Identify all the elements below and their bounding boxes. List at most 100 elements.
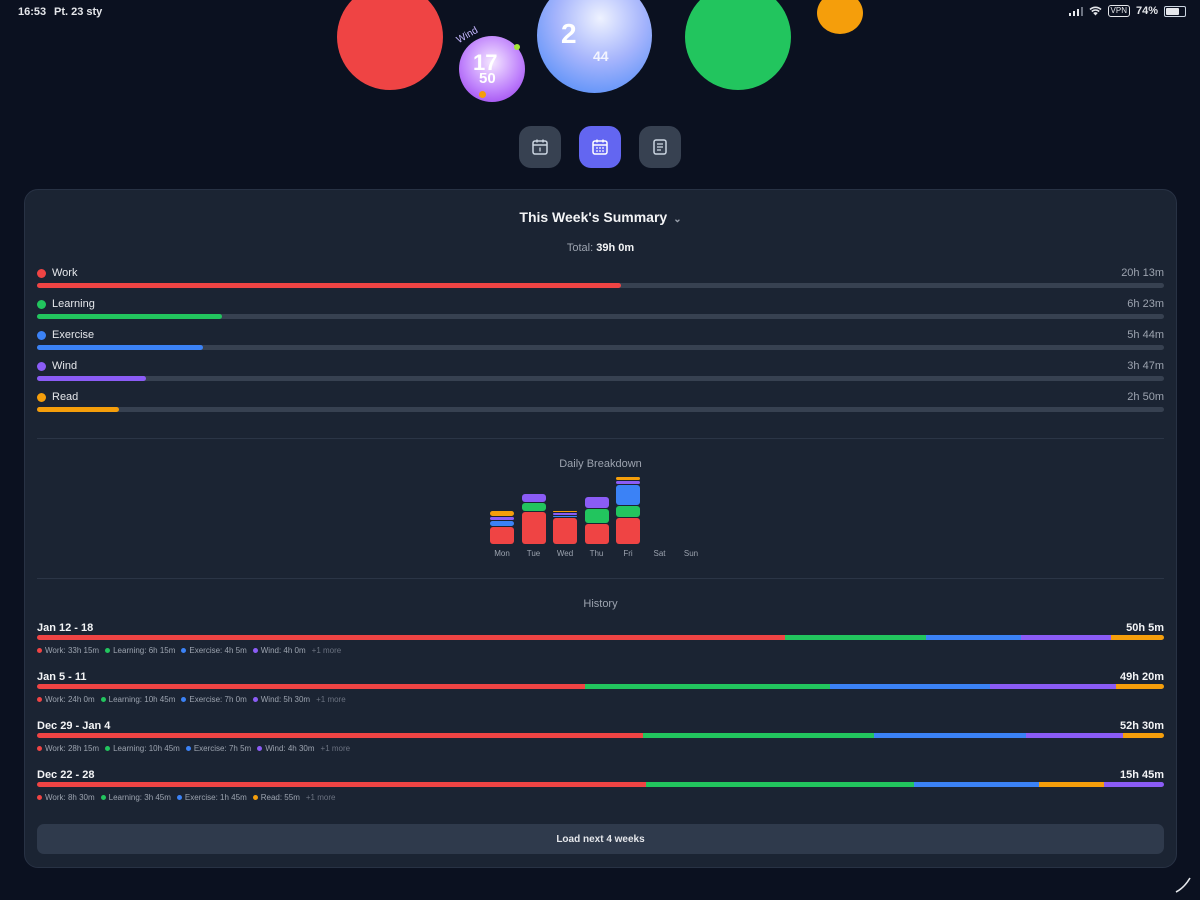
daily-bar-segment <box>490 527 514 544</box>
legend-dot <box>252 648 258 653</box>
category-duration: 3h 47m <box>1127 360 1164 372</box>
history-bar-segment <box>643 733 875 738</box>
daily-day-label: Mon <box>494 549 510 558</box>
history-bar-segment <box>37 733 644 738</box>
history-legend-text: Exercise: 7h 0m <box>189 695 247 704</box>
category-dot <box>37 393 46 402</box>
history-legend-text: Exercise: 4h 5m <box>189 646 247 655</box>
history-legend-text: Wind: 5h 30m <box>260 695 311 704</box>
history-more-link[interactable]: +1 more <box>305 793 336 802</box>
chevron-down-icon: ⌄ <box>673 214 682 225</box>
history-bar-segment <box>1111 635 1164 640</box>
history-week-range: Dec 29 - Jan 4 <box>37 720 111 732</box>
history-legend-text: Learning: 10h 45m <box>108 695 176 704</box>
daily-bar-segment <box>553 510 577 513</box>
category-row: Wind 3h 47m <box>37 360 1164 388</box>
status-bar: 16:53 Pt. 23 sty VPN 74% <box>0 0 1200 24</box>
history-legend-item: Learning: 10h 45m <box>100 695 176 704</box>
history-legend-text: Wind: 4h 0m <box>260 646 306 655</box>
summary-title: This Week's Summary <box>519 209 668 225</box>
history-bar-segment <box>37 782 646 787</box>
category-progress-fill <box>37 314 222 319</box>
day-calendar-icon <box>532 139 548 155</box>
history-bar-segment <box>1123 733 1164 738</box>
learning-bubble[interactable] <box>685 0 791 90</box>
week-calendar-icon <box>592 139 608 155</box>
status-date: Pt. 23 sty <box>54 6 103 18</box>
summary-total: Total: 39h 0m <box>25 242 1176 254</box>
category-progress-fill <box>37 407 120 412</box>
category-name: Read <box>52 391 79 403</box>
history-week-row[interactable]: Jan 5 - 11 49h 20m Work: 24h 0m Learning: 1… <box>37 671 1164 711</box>
daily-bar-segment <box>616 518 640 544</box>
notes-icon <box>653 139 667 155</box>
history-week-row[interactable]: Jan 12 - 18 50h 5m Work: 33h 15m Learning: … <box>37 622 1164 662</box>
work-bubble[interactable] <box>337 0 443 90</box>
daily-day-label: Sun <box>683 549 699 558</box>
history-legend: Work: 33h 15m Learning: 6h 15m Exercise: 4… <box>37 646 341 655</box>
daily-bar-segment <box>584 524 609 544</box>
daily-bar-segment <box>490 510 514 516</box>
day-view-button[interactable] <box>519 126 561 168</box>
notes-view-button[interactable] <box>639 126 681 168</box>
category-progress-track <box>37 283 1164 288</box>
history-legend-item: Wind: 4h 0m <box>252 646 306 655</box>
history-legend-item: Wind: 4h 30m <box>257 744 315 753</box>
history-week-total: 52h 30m <box>1119 720 1164 732</box>
category-progress-fill <box>37 345 203 350</box>
daily-bar-segment <box>553 513 577 515</box>
history-legend-text: Exercise: 7h 5m <box>193 744 252 753</box>
bubble-green-dot <box>514 44 520 50</box>
category-duration: 5h 44m <box>1127 329 1164 341</box>
divider <box>37 438 1164 439</box>
daily-day-label: Thu <box>589 549 604 558</box>
history-bar-segment <box>874 733 1027 738</box>
history-bar-segment <box>990 684 1116 689</box>
summary-period-selector[interactable]: This Week's Summary ⌄ <box>25 209 1176 225</box>
read-bubble[interactable] <box>817 0 863 34</box>
battery-percent: 74% <box>1135 5 1158 17</box>
category-name: Learning <box>52 298 95 310</box>
daily-day-label: Wed <box>556 549 574 558</box>
history-bar-segment <box>785 635 927 640</box>
legend-dot <box>181 648 187 653</box>
history-week-range: Jan 12 - 18 <box>37 622 94 634</box>
category-name: Wind <box>52 360 78 372</box>
week-view-button[interactable] <box>579 126 621 168</box>
daily-bar-segment <box>553 515 577 517</box>
history-legend: Work: 28h 15m Learning: 10h 45m Exercise: … <box>37 744 350 753</box>
history-bar-segment <box>37 684 585 689</box>
legend-dot <box>105 648 111 653</box>
daily-breakdown-title: Daily Breakdown <box>559 458 642 470</box>
history-bar-segment <box>926 635 1021 640</box>
history-legend-item: Work: 33h 15m <box>37 646 99 655</box>
daily-bar-segment <box>616 476 640 480</box>
daily-bar-segment <box>490 516 514 520</box>
history-week-row[interactable]: Dec 22 - 28 15h 45m Work: 8h 30m Learning: … <box>37 769 1164 809</box>
history-more-link[interactable]: +1 more <box>320 744 351 753</box>
load-more-button[interactable]: Load next 4 weeks <box>37 824 1164 854</box>
category-progress-track <box>37 376 1164 381</box>
history-legend-text: Work: 28h 15m <box>45 744 100 753</box>
history-legend-text: Learning: 3h 45m <box>108 793 171 802</box>
legend-dot <box>252 697 258 702</box>
history-week-total: 15h 45m <box>1119 769 1164 781</box>
legend-dot <box>37 795 42 800</box>
category-duration: 6h 23m <box>1127 298 1164 310</box>
category-progress-track <box>37 407 1164 412</box>
daily-bar-segment <box>584 509 609 523</box>
category-progress-track <box>37 314 1164 319</box>
history-more-link[interactable]: +1 more <box>316 695 346 704</box>
history-bar-segment <box>1038 782 1105 787</box>
wind-bubble-big: 17 <box>473 50 498 75</box>
history-stacked-bar <box>37 782 1164 787</box>
history-legend-item: Learning: 3h 45m <box>100 793 171 802</box>
history-week-row[interactable]: Dec 29 - Jan 4 52h 30m Work: 28h 15m Learni… <box>37 720 1164 760</box>
legend-dot <box>100 697 106 702</box>
status-time: 16:53 <box>18 6 47 18</box>
exercise-bubble[interactable]: 2 44 <box>537 0 652 93</box>
legend-dot <box>185 746 191 751</box>
history-bar-segment <box>584 684 831 689</box>
history-legend-item: Work: 24h 0m <box>37 695 95 704</box>
history-more-link[interactable]: +1 more <box>311 646 342 655</box>
